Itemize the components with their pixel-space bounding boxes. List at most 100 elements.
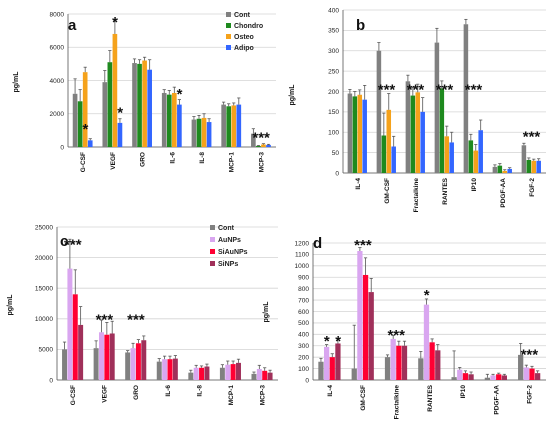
y-tick-label: 150 <box>328 109 339 116</box>
x-category-label: RANTES <box>442 177 449 204</box>
bar <box>172 92 177 147</box>
bar <box>98 332 104 380</box>
legend-label: AuNPs <box>218 237 241 244</box>
x-category-label: PDGF-AA <box>500 178 507 208</box>
bar <box>347 93 353 173</box>
y-tick-label: 500 <box>298 320 309 327</box>
bar <box>318 361 324 380</box>
significance-marker: * <box>324 333 330 350</box>
bar <box>535 373 541 380</box>
y-tick-label: 350 <box>328 28 339 35</box>
y-tick-label: 1100 <box>295 252 309 259</box>
legend-swatch <box>210 261 215 266</box>
legend-label: Cont <box>218 225 235 232</box>
bar <box>462 373 469 380</box>
bar <box>141 340 147 380</box>
x-category-label: GRO <box>133 385 140 400</box>
bar <box>384 357 391 380</box>
bar <box>473 150 479 173</box>
panel-b: 0 50 100 150 200 250 300 350 400 IL-4 GM-CSF Fracta… <box>289 7 546 212</box>
x-category-label: GM-CSF <box>384 178 391 204</box>
significance-marker: * <box>424 287 430 304</box>
bar <box>391 146 396 173</box>
bar <box>256 368 262 380</box>
x-category-label: VEGF <box>110 152 117 170</box>
bar <box>386 109 392 173</box>
bar <box>434 42 440 173</box>
bar <box>526 159 532 173</box>
x-category-label: Fractalkine <box>394 385 401 420</box>
bar <box>496 374 502 380</box>
legend-swatch <box>210 237 215 242</box>
bar <box>418 358 424 380</box>
bar <box>188 372 194 380</box>
bar <box>225 364 231 380</box>
y-tick-label: 600 <box>298 309 309 316</box>
bar <box>117 122 123 147</box>
panel-letter: b <box>356 17 365 34</box>
bar <box>420 111 425 173</box>
y-tick-label: 100 <box>298 366 309 373</box>
bar <box>267 372 273 380</box>
bar <box>536 160 541 173</box>
bar <box>201 117 207 147</box>
bar <box>451 377 457 380</box>
y-tick-label: 2000 <box>50 111 65 118</box>
bar <box>396 345 402 380</box>
y-tick-label: 300 <box>328 48 339 55</box>
bar <box>236 104 242 147</box>
bar <box>492 166 498 173</box>
y-tick-label: 800 <box>298 286 309 293</box>
x-category-label: MCP-1 <box>229 152 236 173</box>
bar <box>147 69 152 147</box>
bar <box>468 374 474 380</box>
bar <box>166 94 172 147</box>
bar <box>381 135 387 173</box>
bar <box>405 81 411 173</box>
bar <box>529 368 535 380</box>
bar <box>362 274 369 380</box>
legend-label: Osteo <box>234 34 254 41</box>
bar <box>357 94 363 173</box>
bar <box>193 367 199 380</box>
bar <box>231 105 237 147</box>
panel-a: 0 2000 4000 6000 8000 G-CSF VEGF GRO IL-6 IL-8 MCP… <box>13 11 276 172</box>
x-category-label: IL-6 <box>165 385 172 397</box>
legend-label: Chondro <box>234 23 263 30</box>
bar <box>362 99 367 173</box>
bar <box>77 101 83 147</box>
x-category-label: IL-6 <box>169 152 176 164</box>
significance-marker: * <box>112 14 118 31</box>
bar <box>130 348 136 380</box>
bar <box>323 346 330 380</box>
x-category-label: PDGF-AA <box>493 385 500 415</box>
x-category-label: IP10 <box>460 385 467 399</box>
y-tick-label: 6000 <box>50 45 65 52</box>
bar <box>478 130 483 173</box>
bar <box>177 104 182 147</box>
bar <box>423 304 430 380</box>
bar <box>256 146 261 147</box>
bar <box>196 118 202 147</box>
bar <box>93 348 99 380</box>
x-category-label: G-CSF <box>70 385 77 405</box>
bar <box>67 268 73 380</box>
y-tick-label: 0 <box>335 170 339 177</box>
y-tick-label: 25000 <box>35 224 53 231</box>
bar <box>502 170 508 173</box>
y-tick-label: 400 <box>328 7 339 14</box>
bar <box>199 367 205 380</box>
y-tick-label: 100 <box>328 130 339 137</box>
bar <box>523 367 529 380</box>
significance-marker: *** <box>436 81 454 98</box>
x-category-label: GRO <box>140 152 147 167</box>
bar <box>490 375 496 380</box>
panel-c: 0 5000 10000 15000 20000 25000 G-CSF VEGF GRO IL-… <box>7 224 278 405</box>
bar <box>87 140 93 147</box>
bar <box>266 145 271 147</box>
significance-marker: * <box>82 121 88 138</box>
bar <box>390 338 396 380</box>
y-tick-label: 700 <box>298 297 309 304</box>
x-category-label: Fractalkine <box>413 178 420 213</box>
